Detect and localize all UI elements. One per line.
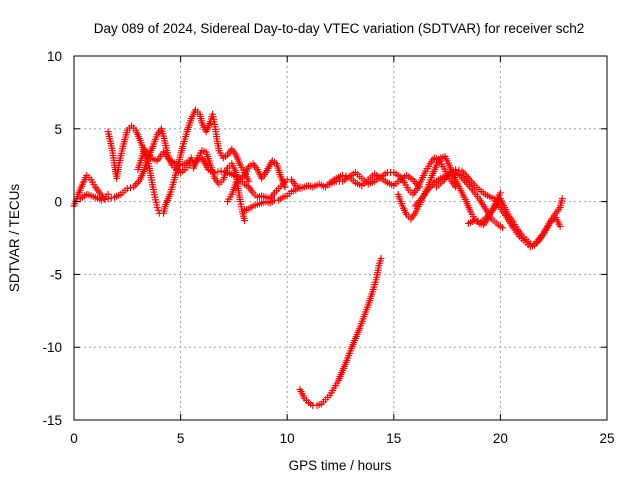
data-point [217, 167, 225, 175]
data-point [556, 222, 564, 230]
plot-frame [73, 55, 608, 421]
data-point [172, 160, 180, 168]
series-satellite-track-5 [189, 147, 249, 225]
data-point [126, 184, 134, 192]
data-point [104, 195, 112, 203]
grid-lines [74, 56, 607, 420]
y-axis-label: SDTVAR / TECUs [7, 184, 22, 293]
x-tick-label: 15 [386, 431, 401, 446]
y-tick-labels: -15 -10 -5 0 5 10 [42, 49, 62, 428]
data-point [123, 184, 131, 192]
x-tick-label: 0 [70, 431, 78, 446]
y-tick-label: 10 [47, 49, 62, 64]
series-satellite-track-7 [241, 183, 304, 214]
data-points [70, 106, 566, 409]
data-point [153, 203, 161, 211]
y-tick-label: -5 [50, 267, 62, 282]
data-point [176, 160, 184, 168]
x-tick-label: 10 [280, 431, 295, 446]
series-satellite-track-13 [296, 254, 385, 409]
data-point [154, 206, 162, 214]
series-satellite-track-8 [326, 154, 460, 198]
y-tick-label: -10 [42, 340, 62, 355]
chart-title: Day 089 of 2024, Sidereal Day-to-day VTE… [94, 21, 584, 36]
data-point [241, 217, 249, 225]
data-point [296, 183, 304, 191]
series-satellite-track-10 [411, 168, 507, 232]
data-point [499, 224, 507, 232]
series-satellite-track-12 [464, 195, 566, 248]
data-point [101, 195, 109, 203]
axis-ticks [73, 55, 608, 421]
data-point [558, 195, 566, 203]
x-tick-label: 5 [177, 431, 185, 446]
series-satellite-track-4 [134, 145, 289, 191]
data-point [474, 217, 482, 225]
x-axis-label: GPS time / hours [289, 458, 392, 473]
data-point [377, 254, 385, 262]
x-tick-label: 20 [493, 431, 508, 446]
data-point [452, 166, 460, 174]
data-point [471, 217, 479, 225]
y-tick-label: 5 [54, 122, 62, 137]
series-satellite-track-3 [104, 106, 253, 217]
x-tick-labels: 0 5 10 15 20 25 [70, 431, 614, 446]
y-tick-label: 0 [54, 195, 62, 210]
data-point [455, 166, 463, 174]
y-tick-label: -15 [42, 413, 62, 428]
data-point [98, 196, 106, 204]
x-tick-label: 25 [599, 431, 614, 446]
data-point [107, 194, 115, 202]
